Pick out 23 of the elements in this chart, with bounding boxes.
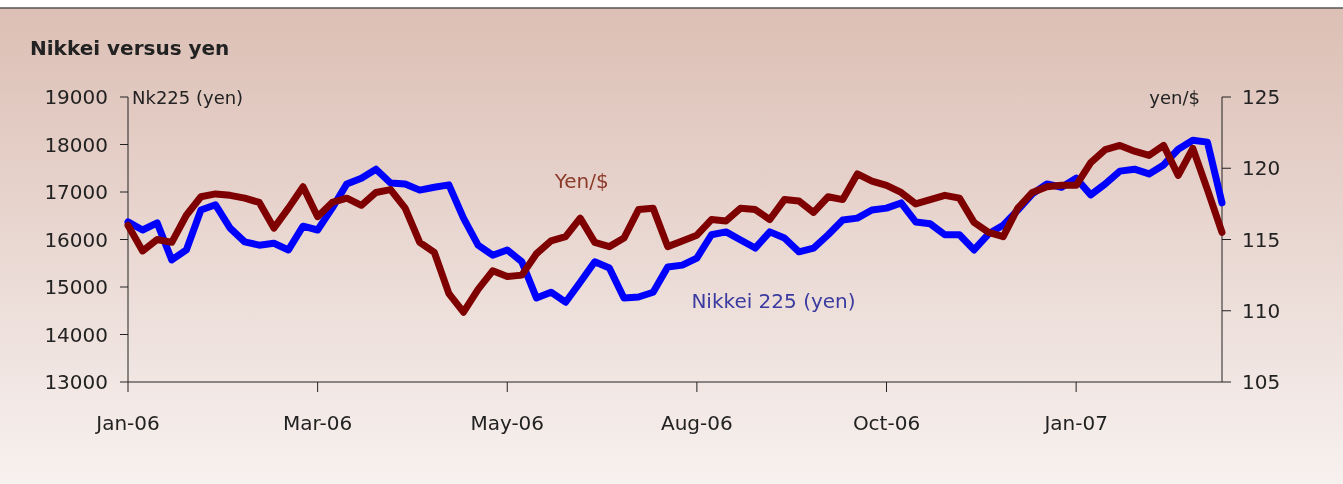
- series-label: Nikkei 225 (yen): [691, 288, 856, 313]
- x-tick-label: Mar-06: [283, 411, 353, 435]
- x-tick-label: Jan-07: [1042, 411, 1108, 435]
- y2-tick-label: 110: [1242, 298, 1281, 323]
- y2-tick-label: 120: [1242, 156, 1281, 181]
- y-tick-label: 13000: [44, 370, 108, 394]
- y-tick-label: 14000: [44, 322, 108, 347]
- y-tick-label: 17000: [44, 180, 108, 204]
- x-tick-label: Jan-06: [94, 411, 160, 435]
- y-tick-label: 18000: [44, 132, 108, 157]
- series-label: Yen/$: [553, 169, 609, 194]
- y2-axis-title: yen/$: [1149, 87, 1200, 108]
- y2-tick-label: 105: [1242, 370, 1281, 394]
- y-tick-label: 19000: [44, 85, 108, 109]
- y2-tick-label: 115: [1242, 227, 1281, 252]
- x-tick-label: Aug-06: [661, 411, 733, 435]
- y-tick-label: 16000: [44, 227, 108, 252]
- x-tick-label: Oct-06: [852, 411, 921, 435]
- y-tick-label: 15000: [44, 275, 108, 299]
- y2-tick-label: 125: [1242, 85, 1281, 109]
- x-tick-label: May-06: [470, 411, 545, 435]
- chart-title: Nikkei versus yen: [30, 36, 230, 60]
- y-axis-title: Nk225 (yen): [132, 87, 244, 108]
